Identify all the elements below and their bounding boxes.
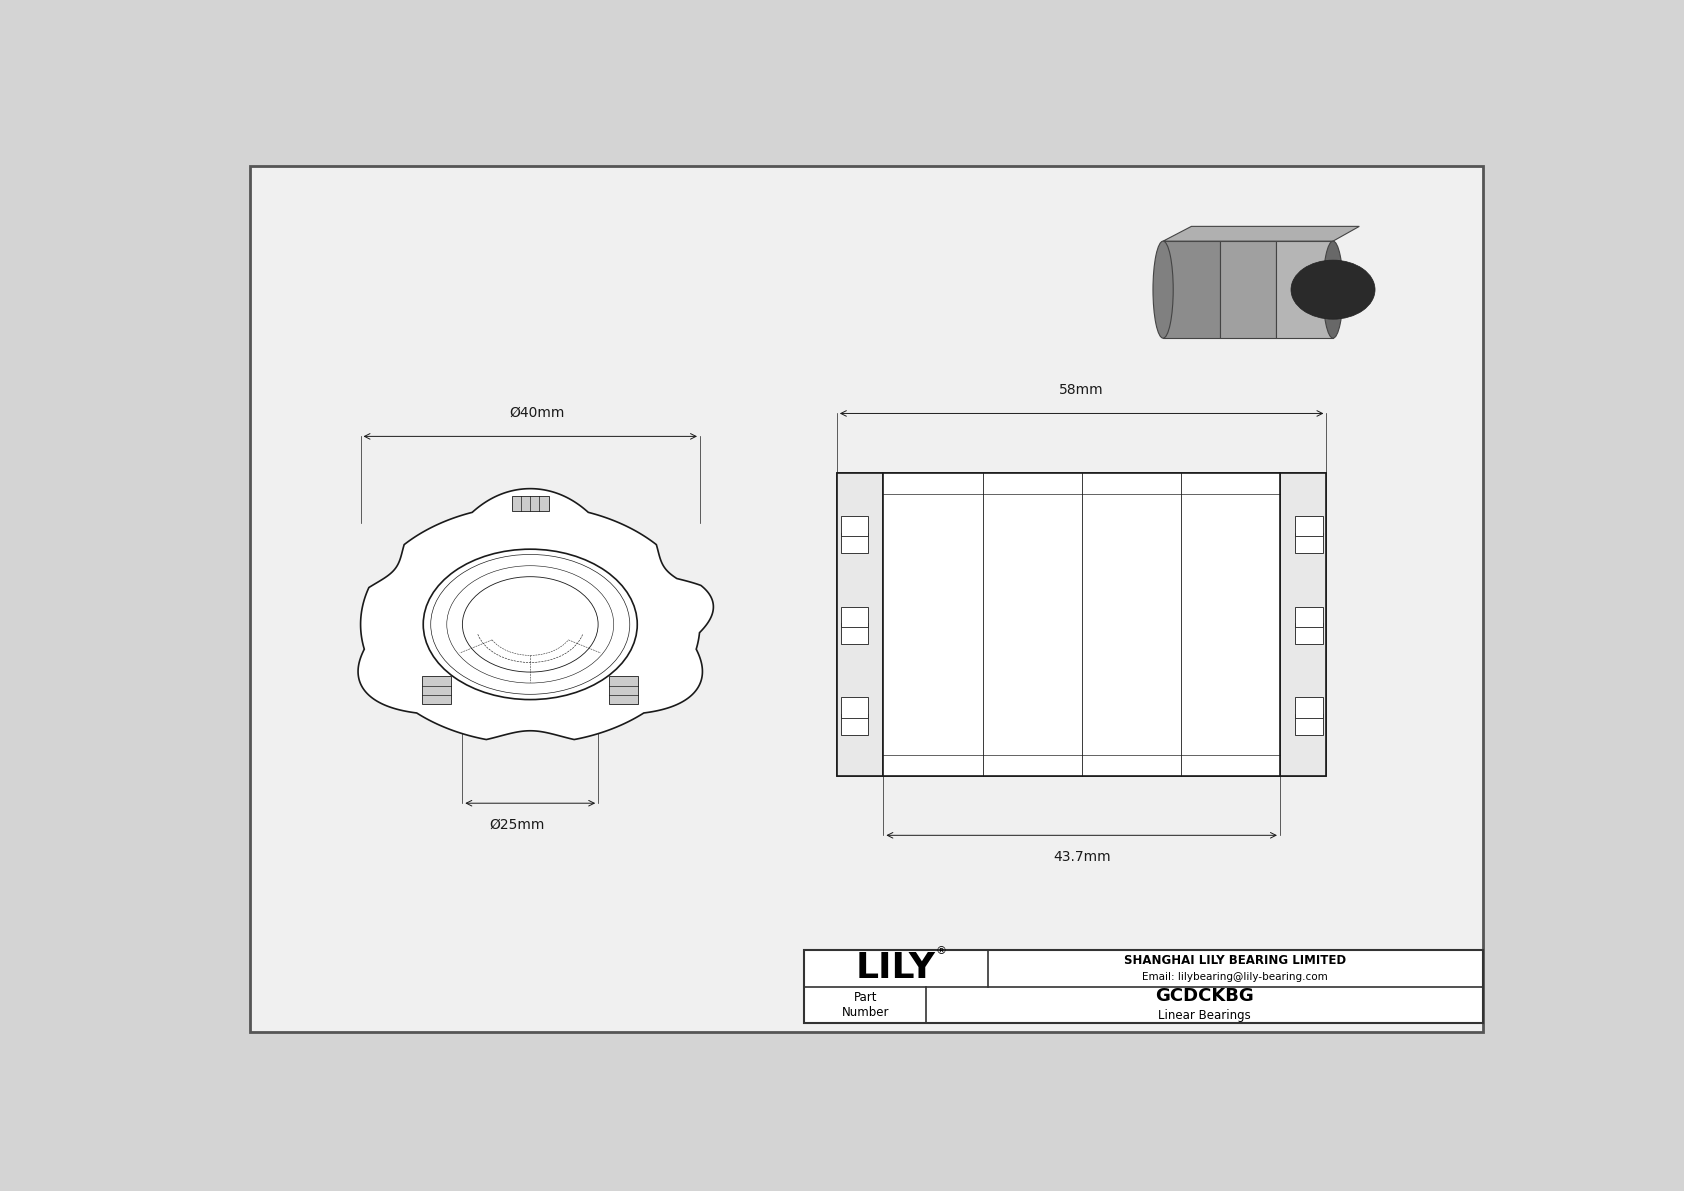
Text: Part
Number: Part Number: [842, 991, 889, 1019]
Bar: [805, 950, 1484, 1023]
Polygon shape: [1164, 226, 1359, 241]
Text: LILY: LILY: [855, 952, 936, 985]
Bar: [840, 697, 869, 718]
Bar: [840, 516, 869, 536]
Bar: [840, 623, 869, 644]
Bar: [840, 532, 869, 554]
Bar: [884, 473, 1280, 775]
Bar: [1295, 516, 1322, 536]
Bar: [1219, 241, 1276, 338]
Bar: [1295, 697, 1322, 718]
Text: Linear Bearings: Linear Bearings: [1159, 1009, 1251, 1022]
Circle shape: [463, 576, 598, 672]
Text: 43.7mm: 43.7mm: [1052, 850, 1110, 863]
Ellipse shape: [1154, 241, 1174, 338]
Bar: [1295, 532, 1322, 554]
Bar: [1295, 715, 1322, 735]
Bar: [837, 473, 884, 775]
Polygon shape: [359, 488, 714, 740]
Bar: [1164, 241, 1219, 338]
Bar: [1276, 241, 1334, 338]
Bar: [1295, 606, 1322, 628]
Bar: [423, 676, 451, 704]
Text: Ø25mm: Ø25mm: [490, 818, 546, 831]
Bar: [1280, 473, 1327, 775]
Circle shape: [1292, 260, 1376, 319]
Bar: [840, 606, 869, 628]
Bar: [840, 715, 869, 735]
Text: ®: ®: [935, 947, 946, 956]
Ellipse shape: [1324, 241, 1344, 338]
Text: Email: lilybearing@lily-bearing.com: Email: lilybearing@lily-bearing.com: [1142, 973, 1329, 983]
Text: Ø40mm: Ø40mm: [509, 406, 564, 420]
Circle shape: [423, 549, 637, 699]
Bar: [512, 495, 549, 511]
Text: 58mm: 58mm: [1059, 384, 1105, 397]
Bar: [610, 676, 638, 704]
Text: GCDCKBG: GCDCKBG: [1155, 987, 1255, 1005]
Bar: [837, 473, 1327, 775]
Text: SHANGHAI LILY BEARING LIMITED: SHANGHAI LILY BEARING LIMITED: [1125, 954, 1346, 967]
Bar: [1295, 623, 1322, 644]
